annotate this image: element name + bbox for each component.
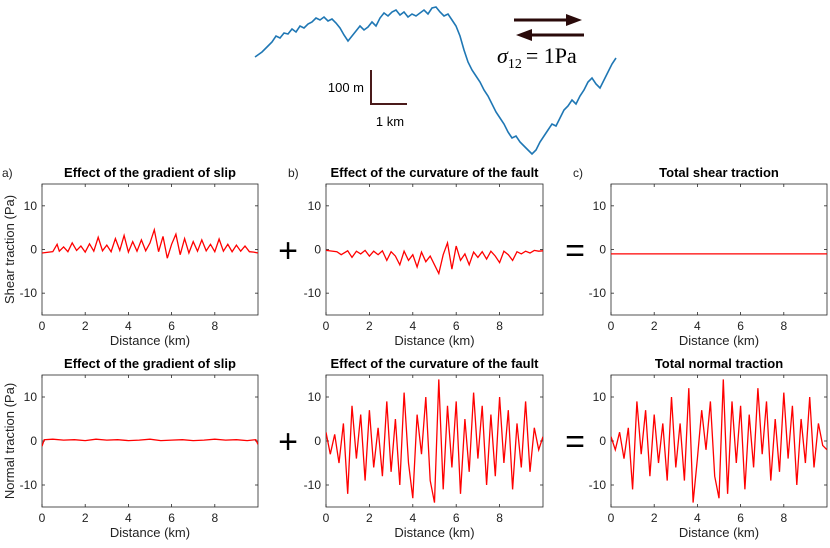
y-tick-label: 10 [24,199,38,213]
x-tick-label: 0 [323,319,330,333]
y-tick-label: 10 [308,390,322,404]
y-tick-label: 10 [593,390,607,404]
fault-profile [254,6,617,156]
x-tick-label: 8 [211,319,218,333]
x-tick-label: 2 [651,319,658,333]
y-tick-label: -10 [20,478,38,492]
series-line-1 [326,240,543,276]
x-tick-label: 6 [453,511,460,525]
arrow-right-head [566,14,582,26]
x-tick-label: 8 [780,319,787,333]
scale-vertical-label: 100 m [328,80,364,95]
y-tick-label: 0 [30,434,37,448]
plus-operator-top: + [278,232,298,270]
panel-letter: c) [573,166,583,180]
stress-symbol: σ [497,43,509,68]
chart-title: Effect of the curvature of the fault [330,356,539,371]
x-tick-label: 6 [168,511,175,525]
x-tick-label: 2 [366,511,373,525]
x-axis-label: Distance (km) [394,525,474,540]
chart-panel-1: Effect of the gradient of slip a) 0 2 4 6 8 10 0… [2,165,259,348]
x-tick-label: 6 [168,319,175,333]
series-line-1 [42,227,258,259]
x-tick-label: 0 [608,319,615,333]
scale-horizontal-label: 1 km [376,114,404,129]
x-tick-label: 0 [39,319,46,333]
x-tick-label: 8 [780,511,787,525]
x-tick-label: 8 [496,319,503,333]
chart-panel-3: Total shear traction c) 0 2 4 6 8 10 0 -10 Distanc… [573,165,828,348]
x-tick-label: 2 [82,319,89,333]
x-tick-label: 4 [694,319,701,333]
y-tick-label: 0 [599,243,606,257]
x-tick-label: 0 [39,511,46,525]
x-tick-label: 6 [453,319,460,333]
y-tick-label: -10 [304,478,322,492]
x-tick-label: 6 [737,319,744,333]
y-tick-label: -10 [304,286,322,300]
equals-operator-top: = [565,232,585,270]
x-tick-label: 6 [737,511,744,525]
x-axis-label: Distance (km) [394,333,474,348]
y-tick-label: 0 [30,243,37,257]
x-tick-label: 4 [409,319,416,333]
x-tick-label: 4 [125,319,132,333]
y-tick-label: 10 [24,390,38,404]
arrow-left-head [516,29,532,41]
plus-operator-bottom: + [278,423,298,461]
x-tick-label: 2 [651,511,658,525]
y-tick-label: -10 [589,478,607,492]
y-axis-label: Shear traction (Pa) [2,195,17,304]
x-tick-label: 0 [608,511,615,525]
x-tick-label: 4 [409,511,416,525]
y-tick-label: 10 [593,199,607,213]
series-line-1 [326,379,543,503]
x-tick-label: 2 [366,319,373,333]
y-tick-label: 0 [599,434,606,448]
chart-title: Effect of the gradient of slip [64,165,236,180]
chart-panel-2: Effect of the curvature of the fault b) 0 2… [288,165,544,348]
chart-title: Total normal traction [655,356,783,371]
fault-profile-line [254,6,617,156]
stress-subscript: 12 [508,57,522,72]
x-tick-label: 4 [125,511,132,525]
x-axis-label: Distance (km) [679,525,759,540]
x-tick-label: 2 [82,511,89,525]
equals-operator-bottom: = [565,423,585,461]
y-axis-label: Normal traction (Pa) [2,383,17,499]
axes-box [41,183,259,316]
chart-panel-5: Effect of the curvature of the fault 0 2 4 6… [304,356,544,540]
panel-letter: a) [2,166,13,180]
y-tick-label: 0 [314,434,321,448]
y-tick-label: -10 [589,286,607,300]
chart-title: Total shear traction [659,165,779,180]
x-tick-label: 0 [323,511,330,525]
x-tick-label: 8 [211,511,218,525]
axes-box [610,183,828,316]
chart-title: Effect of the curvature of the fault [330,165,539,180]
panels: Effect of the gradient of slip a) 0 2 4 6 8 10 0… [2,165,828,540]
chart-panel-4: Effect of the gradient of slip 0 2 4 6 8 10 0 -1… [2,356,259,540]
axes-box [41,374,259,508]
x-tick-label: 4 [694,511,701,525]
x-axis-label: Distance (km) [679,333,759,348]
stress-arrows: σ12 = 1Pa [497,14,584,72]
y-tick-label: -10 [20,286,38,300]
x-axis-label: Distance (km) [110,333,190,348]
y-tick-label: 10 [308,199,322,213]
chart-title: Effect of the gradient of slip [64,356,236,371]
scale-bar: 100 m 1 km [328,70,407,129]
series-line-1 [42,438,258,447]
x-axis-label: Distance (km) [110,525,190,540]
panel-letter: b) [288,166,299,180]
chart-panel-6: Total normal traction 0 2 4 6 8 10 0 -10 Distance… [589,356,828,540]
stress-value: = 1Pa [526,43,577,68]
stress-label: σ12 = 1Pa [497,43,577,72]
axes-box [325,183,544,316]
x-tick-label: 8 [496,511,503,525]
series-line-1 [611,379,827,503]
y-tick-label: 0 [314,243,321,257]
